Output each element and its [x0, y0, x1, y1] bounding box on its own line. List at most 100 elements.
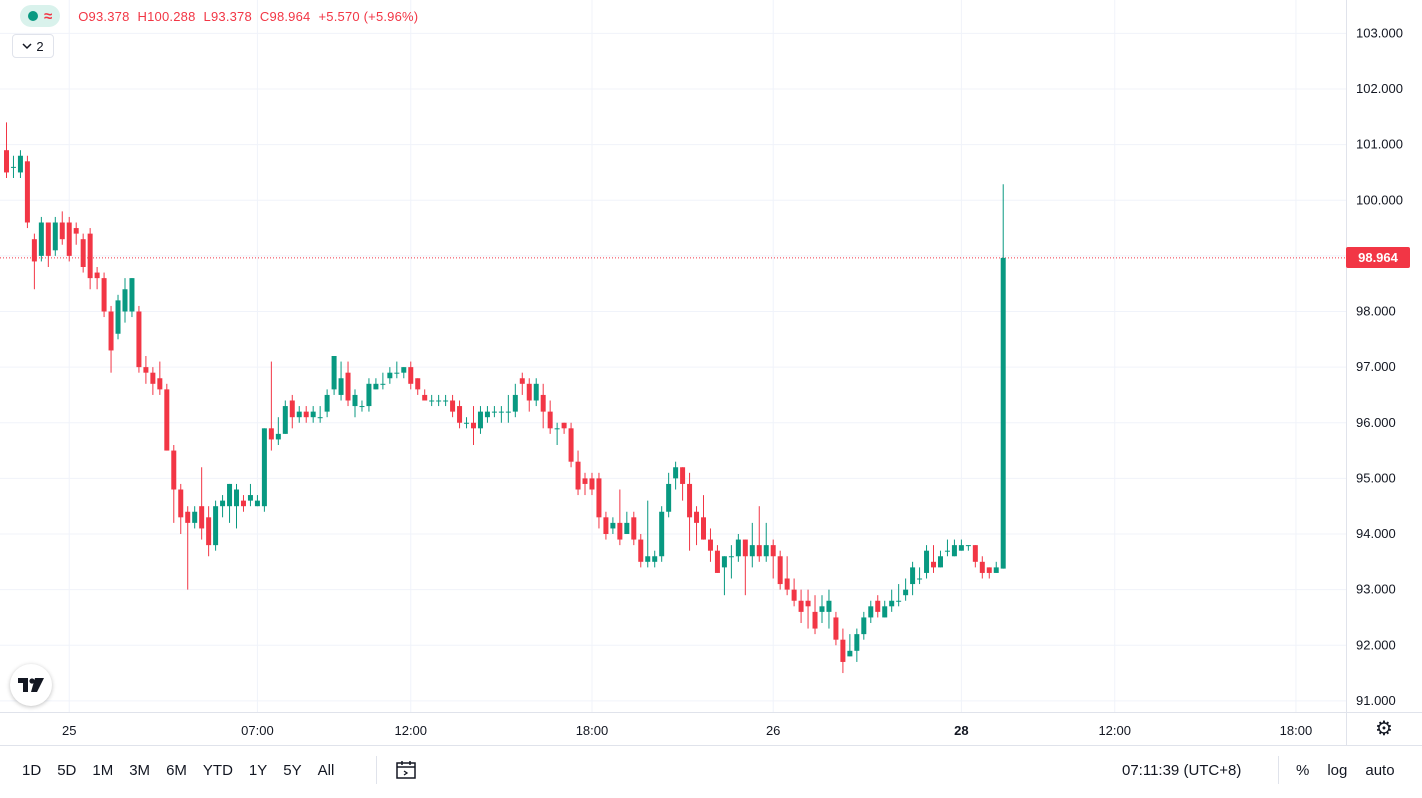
- candle-body: [575, 461, 581, 490]
- chevron-down-icon: [22, 43, 32, 50]
- candle-body: [80, 239, 86, 267]
- candle-body: [687, 483, 693, 518]
- candle-body: [749, 545, 755, 557]
- candle-body: [296, 411, 302, 418]
- range-1y-button[interactable]: 1Y: [248, 762, 268, 779]
- candle-body: [903, 589, 909, 596]
- candle-body: [213, 506, 219, 546]
- candle-body: [854, 634, 860, 651]
- y-tick-label: 96.000: [1356, 415, 1396, 430]
- candle-body: [659, 511, 665, 557]
- candle-body: [199, 506, 205, 529]
- candle-body: [568, 428, 574, 462]
- candle-body: [464, 422, 470, 424]
- candle-body: [666, 483, 672, 512]
- candle-body: [234, 489, 240, 507]
- candle-body: [45, 222, 51, 256]
- gear-icon[interactable]: ⚙: [1375, 717, 1393, 740]
- log-scale-button[interactable]: log: [1327, 762, 1348, 779]
- range-6m-button[interactable]: 6M: [166, 762, 187, 779]
- candle-body: [701, 517, 706, 540]
- y-tick-label: 102.000: [1356, 81, 1403, 96]
- candle-body: [150, 372, 156, 384]
- candle-body: [944, 550, 950, 552]
- y-tick-label: 97.000: [1356, 359, 1396, 374]
- status-pill[interactable]: ≈: [20, 5, 61, 27]
- candle-body: [31, 239, 37, 262]
- candle-body: [519, 378, 525, 384]
- candle-body: [547, 411, 553, 429]
- candle-body: [122, 289, 128, 312]
- auto-scale-button[interactable]: auto: [1365, 762, 1395, 779]
- candle-body: [958, 545, 964, 551]
- price-chart[interactable]: 103.000102.000101.000100.00099.00098.000…: [0, 0, 1422, 745]
- candle-body: [617, 522, 623, 540]
- candle-body: [157, 378, 163, 390]
- y-tick-label: 98.000: [1356, 304, 1396, 319]
- candle-body: [115, 300, 121, 334]
- candle-body: [777, 556, 783, 585]
- candle-body: [638, 539, 644, 562]
- candle-body: [129, 278, 135, 312]
- range-ytd-button[interactable]: YTD: [202, 762, 233, 779]
- range-all-button[interactable]: All: [317, 762, 335, 779]
- candle-body: [910, 567, 916, 585]
- tradingview-logo-icon[interactable]: [10, 664, 52, 706]
- candle-body: [484, 411, 490, 418]
- candle-body: [596, 478, 602, 518]
- candle-body: [491, 411, 497, 413]
- candle-body: [694, 511, 700, 523]
- candle-body: [275, 433, 281, 440]
- candle-body: [603, 517, 609, 534]
- candle-body: [924, 550, 930, 573]
- candle-body: [931, 561, 937, 568]
- candle-body: [770, 545, 776, 557]
- candle-body: [917, 578, 923, 580]
- range-1d-button[interactable]: 1D: [22, 762, 42, 779]
- candle-body: [721, 556, 727, 568]
- candle-body: [261, 428, 267, 507]
- candle-body: [178, 489, 184, 518]
- candle-body: [798, 600, 804, 612]
- candle-body: [220, 500, 226, 507]
- range-5y-button[interactable]: 5Y: [283, 762, 302, 779]
- candle-body: [505, 411, 511, 413]
- candle-body: [24, 161, 30, 223]
- candle-body: [847, 650, 853, 657]
- candle-body: [401, 367, 407, 373]
- candle-body: [512, 394, 518, 412]
- candle-body: [826, 600, 832, 612]
- candle-body: [303, 411, 309, 418]
- ohlc-values: O93.378 H100.288 L93.378 C98.964 +5.570 …: [78, 8, 419, 24]
- candle-body: [477, 411, 483, 429]
- candle-body: [707, 539, 713, 551]
- x-tick-label: 18:00: [576, 723, 609, 738]
- calendar-range-icon[interactable]: [396, 760, 418, 780]
- candle-body: [373, 383, 379, 390]
- candle-body: [812, 611, 818, 629]
- x-tick-label: 26: [766, 723, 780, 738]
- collapse-indicators-button[interactable]: 2: [12, 34, 54, 58]
- range-3m-button[interactable]: 3M: [129, 762, 151, 779]
- candle-body: [450, 400, 456, 412]
- candle-body: [443, 400, 449, 402]
- candle-body: [868, 606, 874, 618]
- timezone-clock[interactable]: 07:11:39 (UTC+8): [1122, 762, 1242, 779]
- change-value: +5.570 (+5.96%): [318, 8, 419, 24]
- candle-body: [331, 356, 337, 390]
- range-1m-button[interactable]: 1M: [92, 762, 114, 779]
- candle-body: [875, 600, 881, 612]
- candle-body: [993, 567, 999, 573]
- candle-body: [526, 383, 532, 401]
- percent-scale-button[interactable]: %: [1296, 762, 1310, 779]
- candle-body: [268, 428, 274, 440]
- candle-body: [582, 478, 588, 484]
- bottom-toolbar: 1D 5D 1M 3M 6M YTD 1Y 5Y All 07:11:39 (U…: [0, 745, 1422, 798]
- candle-body: [415, 378, 421, 390]
- y-tick-label: 94.000: [1356, 526, 1396, 541]
- range-5d-button[interactable]: 5D: [57, 762, 77, 779]
- y-tick-label: 101.000: [1356, 137, 1403, 152]
- last-price-label: 98.964: [1346, 247, 1410, 269]
- chart-area[interactable]: 103.000102.000101.000100.00099.00098.000…: [0, 0, 1422, 745]
- x-tick-label: 28: [954, 723, 968, 738]
